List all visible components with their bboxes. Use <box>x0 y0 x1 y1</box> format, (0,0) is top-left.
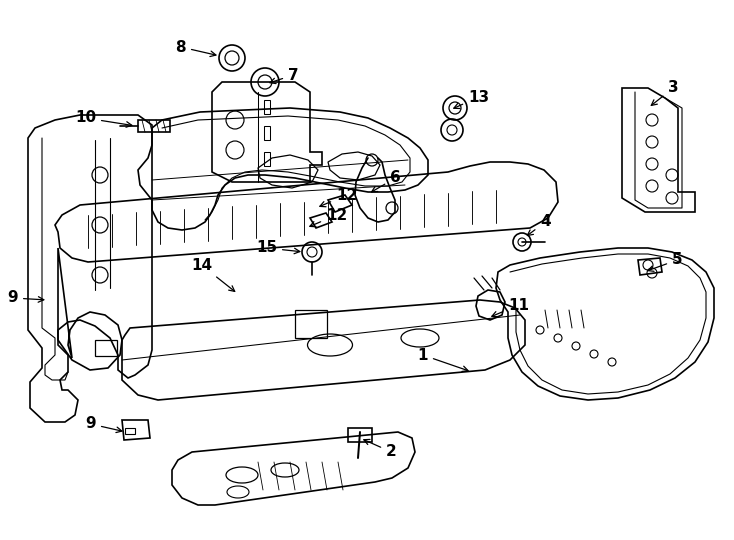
Text: 13: 13 <box>454 90 489 109</box>
Text: 7: 7 <box>270 68 299 84</box>
Text: 14: 14 <box>191 258 235 292</box>
Text: 2: 2 <box>364 440 397 460</box>
Text: 6: 6 <box>371 171 401 192</box>
Text: 9: 9 <box>85 416 122 433</box>
Text: 5: 5 <box>648 253 683 271</box>
Bar <box>348 428 372 442</box>
Text: 12: 12 <box>310 207 347 227</box>
Text: 4: 4 <box>527 214 550 235</box>
Text: 15: 15 <box>256 240 300 255</box>
Text: 11: 11 <box>492 298 529 317</box>
Text: 12: 12 <box>320 187 357 207</box>
Bar <box>264 100 270 114</box>
Text: 3: 3 <box>651 80 679 105</box>
Bar <box>95 340 117 356</box>
Bar <box>264 126 270 140</box>
Bar <box>138 120 170 132</box>
Bar <box>125 428 135 434</box>
Text: 8: 8 <box>175 39 216 57</box>
Text: 9: 9 <box>7 291 44 306</box>
Bar <box>295 310 327 338</box>
Text: 1: 1 <box>418 348 468 372</box>
Bar <box>264 152 270 166</box>
Text: 10: 10 <box>75 111 132 127</box>
